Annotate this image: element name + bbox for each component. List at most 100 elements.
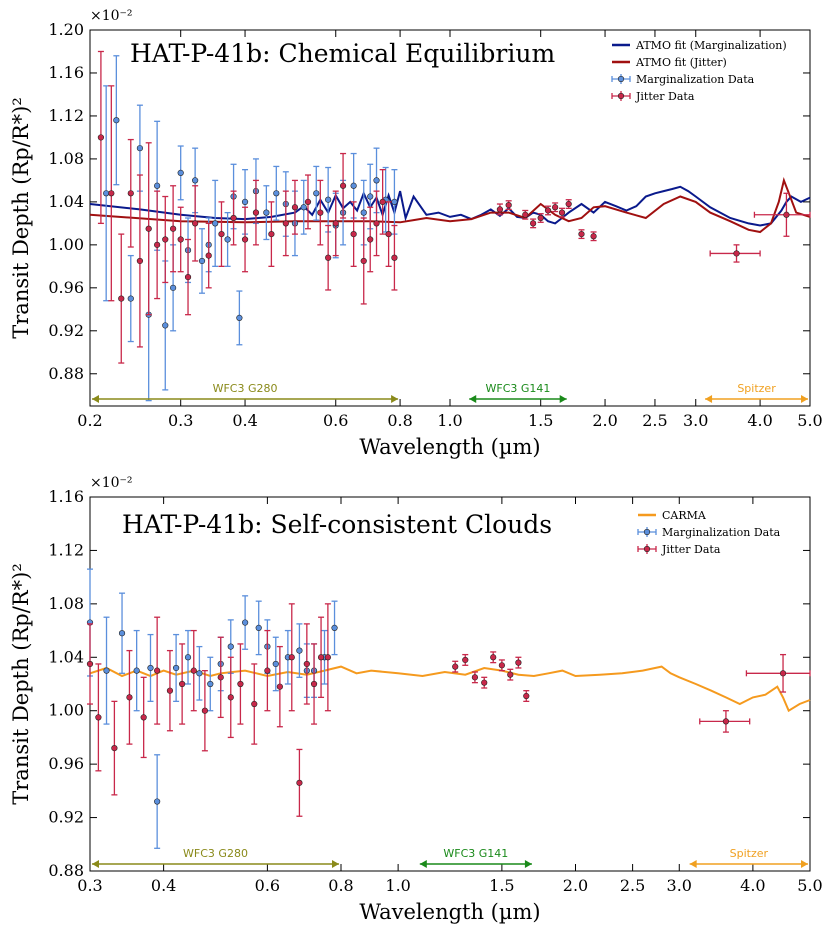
- jitter-data-point: [332, 190, 339, 257]
- marginalization-data-marker: [373, 177, 380, 184]
- marginalization-data-marker: [192, 177, 199, 184]
- jitter-data-marker: [360, 257, 367, 265]
- marginalization-data-point: [313, 165, 320, 221]
- marginalization-data-marker: [207, 680, 214, 688]
- marginalization-data-marker: [177, 169, 184, 176]
- jitter-data-point: [515, 656, 522, 669]
- y-multiplier: ×10⁻²: [90, 475, 133, 491]
- jitter-data-marker: [303, 660, 310, 668]
- jitter-data-marker: [170, 225, 177, 232]
- jitter-data-point: [201, 669, 208, 752]
- y-tick-label: 1.12: [48, 540, 84, 559]
- jitter-data-point: [452, 660, 459, 673]
- instrument-range: Spitzer: [705, 382, 808, 403]
- marginalization-data-marker: [198, 257, 206, 265]
- marginalization-data-marker: [273, 190, 280, 197]
- jitter-data-marker: [544, 207, 552, 214]
- jitter-data-point: [217, 636, 224, 719]
- marginalization-data-point: [263, 185, 270, 241]
- jitter-data-marker: [515, 659, 522, 666]
- jitter-data-marker: [288, 654, 295, 661]
- jitter-data-marker: [505, 202, 512, 209]
- jitter-data-point: [462, 653, 469, 666]
- chart-panel-1: 0.88 0.92 0.96 1.00 1.04 1.08 1.12 1.16 1.20 0.2 0…: [9, 8, 823, 459]
- marginalization-data-point: [212, 179, 219, 267]
- y-tick-label: 1.04: [48, 192, 84, 211]
- jitter-data-point: [310, 643, 318, 725]
- x-tick-label: 5.0: [797, 411, 822, 430]
- marginalization-data-marker: [300, 204, 307, 211]
- jitter-data-point: [288, 603, 295, 712]
- jitter-data-point: [264, 629, 271, 712]
- jitter-data-point: [552, 202, 559, 213]
- marginalization-data-point: [198, 228, 206, 294]
- jitter-data-marker: [324, 654, 331, 661]
- marginalization-data-point: [272, 636, 279, 692]
- jitter-data-point: [522, 209, 529, 220]
- jitter-data-point: [745, 653, 811, 693]
- marginalization-data-marker: [241, 198, 249, 205]
- jitter-data-marker: [733, 250, 740, 257]
- jitter-data-point: [127, 138, 134, 248]
- y-axis-label: Transit Depth (Rp/R*)²: [9, 563, 33, 805]
- marginalization-data-point: [273, 165, 280, 221]
- instrument-range: Spitzer: [689, 847, 808, 868]
- y-tick-label: 0.88: [48, 364, 84, 383]
- x-tick-label: 1.5: [528, 411, 553, 430]
- marginalization-data-marker: [136, 145, 144, 152]
- jitter-data-marker: [783, 211, 790, 218]
- marginalization-data-marker: [367, 193, 374, 200]
- marginalization-data-point: [173, 633, 180, 703]
- marginalization-data-point: [224, 211, 231, 267]
- x-tick-label: 0.2: [77, 411, 102, 430]
- jitter-data-marker: [205, 252, 212, 259]
- jitter-data-point: [218, 201, 225, 267]
- x-tick-label: 2.0: [592, 411, 617, 430]
- jitter-data-marker: [201, 707, 208, 714]
- marginalization-data-marker: [103, 667, 110, 674]
- jitter-data-point: [558, 207, 566, 218]
- legend-label: CARMA: [662, 509, 707, 522]
- marginalization-data-marker: [170, 284, 177, 291]
- y-tick-label: 1.08: [48, 594, 84, 613]
- jitter-data-marker: [379, 198, 386, 205]
- jitter-data-marker: [179, 680, 186, 688]
- jitter-data-point: [699, 710, 751, 733]
- jitter-data-marker: [332, 220, 339, 227]
- marginalization-data-point: [331, 600, 338, 656]
- jitter-data-point: [373, 190, 380, 257]
- jitter-data-point: [136, 174, 144, 348]
- jitter-data-point: [507, 668, 514, 681]
- jitter-data-marker: [373, 220, 380, 227]
- jitter-data-point: [490, 651, 497, 664]
- jitter-data-marker: [558, 209, 566, 216]
- x-tick-label: 2.0: [563, 876, 588, 895]
- jitter-data-point: [325, 224, 332, 291]
- jitter-data-marker: [496, 206, 504, 213]
- jitter-data-point: [95, 663, 102, 772]
- jitter-data-marker: [350, 231, 357, 238]
- marginalization-data-point: [296, 623, 303, 678]
- range-label: Spitzer: [730, 847, 769, 860]
- marginalization-data-point: [196, 645, 203, 701]
- marginalization-data-marker: [227, 643, 234, 650]
- jitter-data-marker: [127, 190, 134, 197]
- chart-title: HAT-P-41b: Chemical Equilibrium: [130, 39, 555, 68]
- jitter-data-marker: [391, 254, 398, 261]
- marginalization-data-point: [118, 592, 126, 674]
- jitter-data-point: [753, 192, 811, 237]
- jitter-data-point: [251, 663, 258, 745]
- jitter-data-marker: [317, 654, 325, 661]
- jitter-data-point: [496, 203, 504, 216]
- jitter-data-point: [324, 603, 331, 712]
- marginalization-data-marker: [113, 117, 120, 124]
- jitter-data-marker: [140, 714, 147, 721]
- marginalization-data-marker: [331, 624, 338, 632]
- marginalization-data-point: [154, 754, 161, 849]
- marginalization-data-marker: [154, 182, 161, 189]
- jitter-data-marker: [481, 679, 488, 686]
- marginalization-data-marker: [224, 236, 231, 243]
- range-arrow-head-right: [332, 860, 340, 868]
- marginalization-data-point: [391, 169, 398, 235]
- x-tick-label: 0.8: [328, 876, 353, 895]
